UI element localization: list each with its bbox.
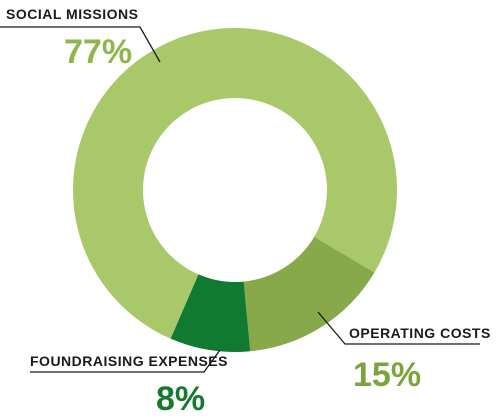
donut-slice-social-missions (73, 28, 398, 339)
leader-line-operating-costs (317, 311, 480, 345)
slice-label-operating-costs: OPERATING COSTS (349, 325, 491, 341)
slice-label-social-missions: SOCIAL MISSIONS (6, 6, 138, 22)
donut-slices (73, 28, 398, 353)
donut-slice-foundraising-expenses (170, 274, 251, 353)
slice-value-operating-costs: 15% (353, 356, 421, 394)
leader-line-foundraising-expenses (30, 349, 221, 373)
slice-value-foundraising-expenses: 8% (156, 380, 205, 418)
slice-label-foundraising-expenses: FOUNDRAISING EXPENSES (30, 353, 228, 369)
donut-slice-operating-costs (243, 236, 375, 352)
slice-value-social-missions: 77% (64, 33, 132, 71)
leader-line-social-missions (0, 26, 161, 63)
